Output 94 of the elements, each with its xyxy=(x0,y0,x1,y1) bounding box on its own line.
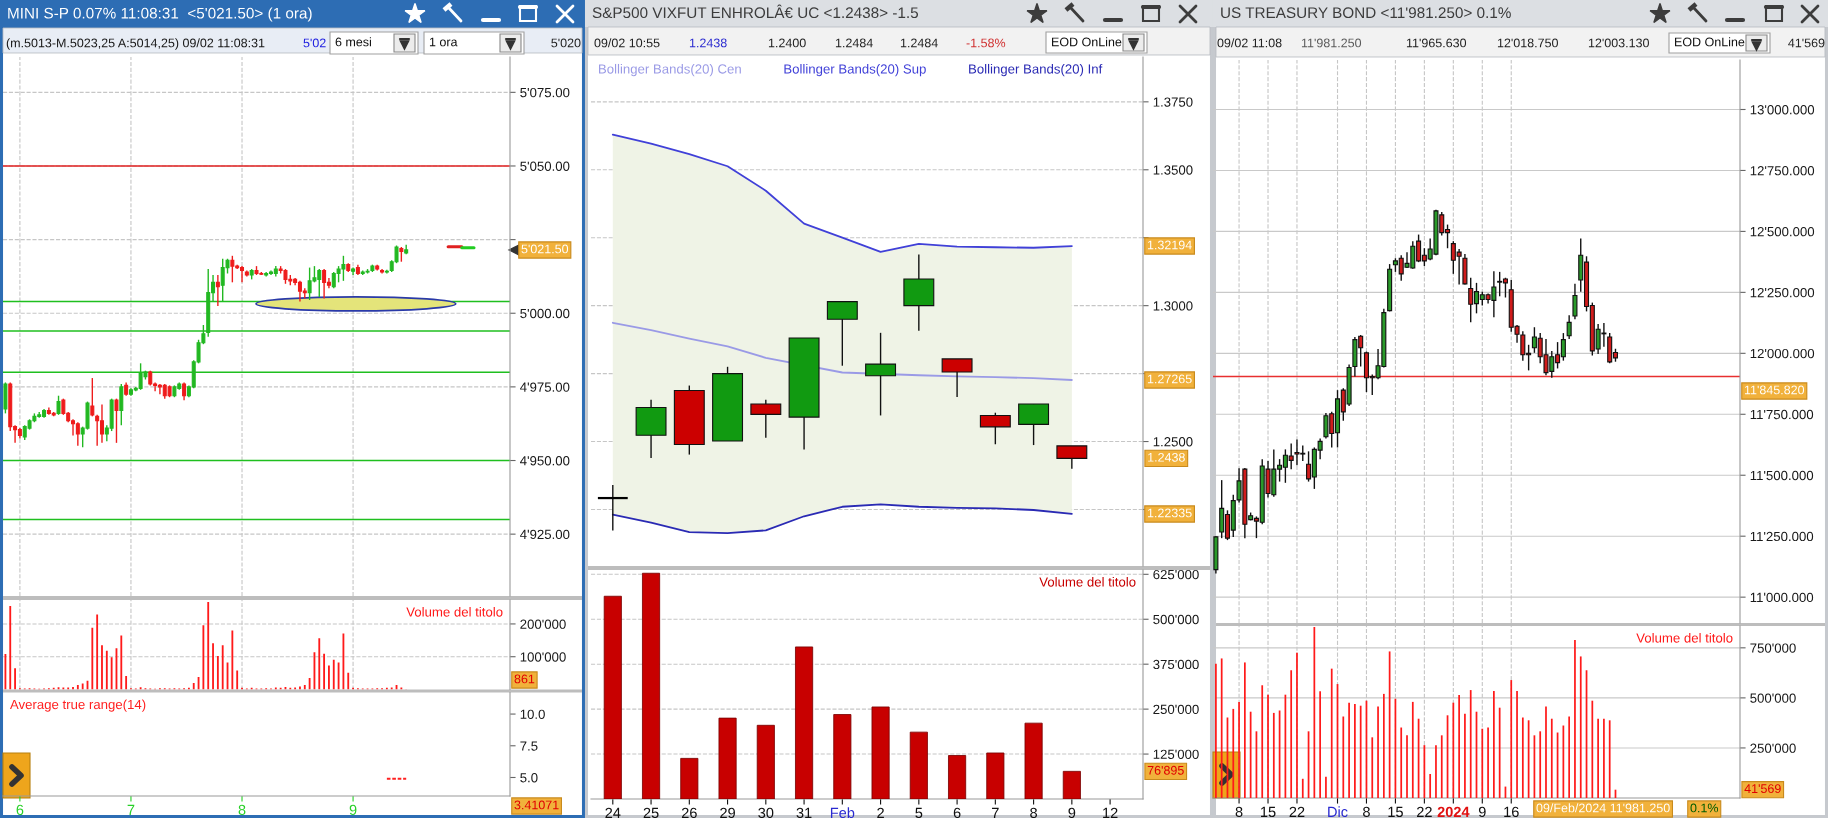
y-tick-label: 250'000 xyxy=(1153,704,1199,715)
bar xyxy=(909,731,928,799)
y-tick-label: 750'000 xyxy=(1750,643,1796,653)
y-tick-label: 125'000 xyxy=(1153,749,1199,759)
text: 11'845.820 xyxy=(1744,385,1805,395)
x-tick-label: 6 xyxy=(953,807,961,818)
text: 41'569 xyxy=(1788,38,1825,48)
bar xyxy=(1024,722,1043,799)
x-tick-label: 8 xyxy=(1235,806,1243,818)
x-tick-label: 2024 xyxy=(1437,806,1470,818)
y-tick-label: 12'500.000 xyxy=(1750,226,1815,237)
y-tick-label: 13'000.000 xyxy=(1750,105,1815,115)
text: EOD OnLine xyxy=(1052,37,1122,47)
text: 1.2484 xyxy=(900,38,938,48)
x-tick-label: 16 xyxy=(1504,806,1519,818)
annotation: 76'895 xyxy=(1147,765,1184,775)
y-tick-label: 12'000.000 xyxy=(1750,348,1815,359)
y-tick-label: 375'000 xyxy=(1153,659,1199,670)
x-tick-label: 24 xyxy=(605,807,621,818)
chart-title: S&P500 VIXFUT ENHROLÂ€ UC <1.2438> -1.5 xyxy=(592,4,919,19)
x-tick-label: 8 xyxy=(1030,807,1038,818)
text: 12'018.750 xyxy=(1497,38,1558,48)
bar xyxy=(871,706,890,799)
y-tick-label: 11'750.000 xyxy=(1750,409,1814,420)
y-tick-label: 11'000.000 xyxy=(1750,592,1814,603)
y-tick-label: 1.3500 xyxy=(1153,165,1193,175)
text: 0.1% xyxy=(1690,803,1719,813)
x-tick-label: 22 xyxy=(1417,806,1432,817)
y-tick-label: 625'000 xyxy=(1153,569,1199,580)
bar xyxy=(642,572,661,799)
x-tick-label: Feb xyxy=(830,807,855,818)
text: 1.22335 xyxy=(1147,508,1192,518)
x-tick-label: 5 xyxy=(915,807,923,818)
x-tick-label: 22 xyxy=(1289,806,1305,817)
y-tick-label: 11'250.000 xyxy=(1750,531,1814,542)
bar xyxy=(986,752,1005,799)
x-tick-label: 7 xyxy=(992,807,999,818)
y-tick-label: 1.2500 xyxy=(1153,437,1193,447)
x-tick-label: 8 xyxy=(1363,806,1370,818)
text: 1.2400 xyxy=(768,38,806,48)
bar xyxy=(1062,770,1081,799)
text: Bollinger Bands(20) Inf xyxy=(969,63,1103,77)
x-tick-label: 12 xyxy=(1103,807,1118,818)
text: -1.58% xyxy=(966,38,1006,48)
x-tick-label: 31 xyxy=(796,807,812,818)
bar xyxy=(718,717,737,799)
y-tick-label: 1.3000 xyxy=(1153,301,1193,311)
bar xyxy=(603,595,622,799)
x-tick-label: 26 xyxy=(681,807,697,818)
y-tick-label: 500'000 xyxy=(1750,693,1796,703)
text: 1.32194 xyxy=(1147,240,1192,250)
y-tick-label: 12'250.000 xyxy=(1750,287,1815,298)
candlestick xyxy=(1572,283,1578,320)
text: 09/02 10:55 xyxy=(594,38,660,48)
x-tick-label: 15 xyxy=(1388,806,1403,818)
text: Volume del titolo xyxy=(1636,632,1733,643)
text: 09/Feb/2024 11'981.250 xyxy=(1536,803,1670,813)
x-tick-label: 15 xyxy=(1261,806,1276,818)
x-tick-label: 2 xyxy=(877,807,884,818)
y-tick-label: 12'750.000 xyxy=(1750,166,1815,176)
y-tick-label: 500'000 xyxy=(1153,614,1199,625)
x-tick-label: 29 xyxy=(720,807,735,818)
x-tick-label: 30 xyxy=(758,807,774,818)
y-tick-label: 11'500.000 xyxy=(1750,470,1814,481)
candlestick xyxy=(1566,314,1572,340)
x-tick-label: Dic xyxy=(1328,806,1348,818)
bar xyxy=(795,646,814,799)
text: 11'981.250 xyxy=(1301,38,1362,48)
text: Bollinger Bands(20) Cen xyxy=(599,63,741,77)
bar xyxy=(680,757,699,799)
text: Bollinger Bands(20) Sup xyxy=(784,63,926,77)
text: 11'965.630 xyxy=(1406,38,1467,48)
line-series xyxy=(611,503,1073,535)
chart-title: US TREASURY BOND <11'981.250> 0.1% xyxy=(1221,7,1511,19)
text: Volume del titolo xyxy=(1039,576,1136,587)
bar xyxy=(833,714,852,799)
text: EOD OnLine xyxy=(1675,37,1745,47)
text: 09/02 11:08 xyxy=(1217,38,1282,48)
candlestick xyxy=(596,484,629,532)
text: 1.27265 xyxy=(1147,374,1192,384)
text: 12'003.130 xyxy=(1588,38,1649,48)
line-series xyxy=(611,133,1073,253)
text: 1.2484 xyxy=(835,38,873,48)
bar xyxy=(756,724,775,799)
annotation: 41'569 xyxy=(1744,784,1781,794)
annotation: 1.2438 xyxy=(1148,452,1185,462)
x-tick-label: 25 xyxy=(643,807,659,818)
y-tick-label: 1.3750 xyxy=(1153,97,1193,107)
candlestick xyxy=(865,332,897,417)
text: 1.2438 xyxy=(689,38,727,48)
x-tick-label: 9 xyxy=(1068,807,1076,818)
y-tick-label: 250'000 xyxy=(1750,743,1796,753)
x-tick-label: 9 xyxy=(1478,806,1486,818)
bar xyxy=(948,755,967,799)
